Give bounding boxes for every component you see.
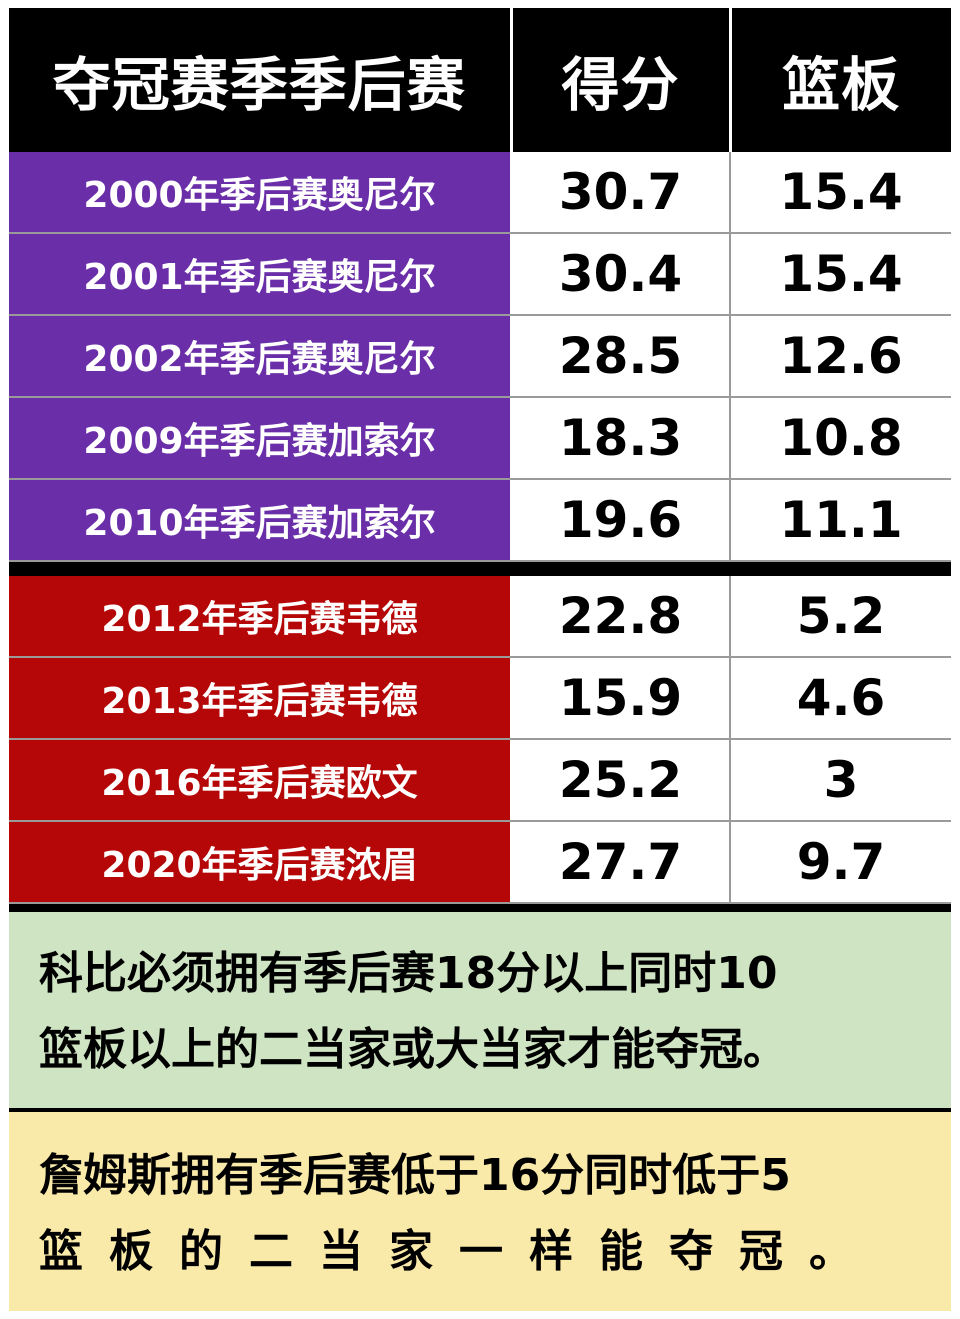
row-label: 2010年季后赛加索尔 (9, 479, 512, 562)
header-season: 夺冠赛季季后赛 (9, 8, 513, 152)
row-points: 30.4 (511, 233, 731, 316)
table-row: 2012年季后赛韦德 22.8 5.2 (9, 576, 951, 658)
table-row: 2001年季后赛奥尼尔 30.4 15.4 (9, 233, 951, 316)
table-row: 2000年季后赛奥尼尔 30.7 15.4 (9, 152, 951, 234)
table-header-row: 夺冠赛季季后赛 得分 篮板 (9, 8, 951, 152)
table-row: 2020年季后赛浓眉 27.7 9.7 (9, 821, 951, 904)
row-label: 2012年季后赛韦德 (9, 576, 512, 658)
row-points: 22.8 (511, 576, 731, 658)
row-rebounds: 10.8 (730, 397, 951, 480)
kobe-note-line-1: 科比必须拥有季后赛18分以上同时10 (39, 948, 778, 999)
row-rebounds: 15.4 (730, 233, 951, 316)
row-points: 18.3 (511, 397, 731, 480)
row-points: 15.9 (511, 657, 731, 740)
table-row: 2016年季后赛欧文 25.2 3 (9, 739, 951, 822)
kobe-note-line-2: 篮板以上的二当家或大当家才能夺冠。 (39, 1024, 787, 1075)
row-points: 28.5 (511, 315, 731, 398)
table-row: 2009年季后赛加索尔 18.3 10.8 (9, 397, 951, 480)
row-label: 2020年季后赛浓眉 (9, 821, 512, 904)
james-note-line-1: 詹姆斯拥有季后赛低于16分同时低于5 (39, 1150, 791, 1201)
row-label: 2002年季后赛奥尼尔 (9, 315, 512, 398)
row-label: 2000年季后赛奥尼尔 (9, 152, 512, 234)
row-points: 30.7 (511, 152, 731, 234)
row-points: 19.6 (511, 479, 731, 562)
row-label: 2009年季后赛加索尔 (9, 397, 512, 480)
table-row: 2013年季后赛韦德 15.9 4.6 (9, 657, 951, 740)
group-divider (9, 561, 951, 576)
table-row: 2010年季后赛加索尔 19.6 11.1 (9, 479, 951, 562)
group-divider-bar (9, 561, 951, 576)
row-rebounds: 15.4 (730, 152, 951, 234)
row-label: 2016年季后赛欧文 (9, 739, 512, 822)
table-row: 2002年季后赛奥尼尔 28.5 12.6 (9, 315, 951, 398)
row-rebounds: 4.6 (730, 657, 951, 740)
row-points: 25.2 (511, 739, 731, 822)
row-rebounds: 9.7 (730, 821, 951, 904)
row-label: 2001年季后赛奥尼尔 (9, 233, 512, 316)
row-points: 27.7 (511, 821, 731, 904)
row-rebounds: 11.1 (730, 479, 951, 562)
row-rebounds: 5.2 (730, 576, 951, 658)
header-rebounds: 篮板 (730, 8, 951, 152)
stats-table: 夺冠赛季季后赛 得分 篮板 2000年季后赛奥尼尔 30.7 15.4 2001… (9, 8, 951, 904)
row-rebounds: 12.6 (730, 315, 951, 398)
james-note: 詹姆斯拥有季后赛低于16分同时低于5 篮板的二当家一样能夺冠。 (9, 1112, 951, 1311)
james-note-line-2: 篮板的二当家一样能夺冠。 (39, 1226, 879, 1277)
infographic-frame: 夺冠赛季季后赛 得分 篮板 2000年季后赛奥尼尔 30.7 15.4 2001… (9, 8, 951, 1311)
header-points: 得分 (511, 8, 732, 152)
row-label: 2013年季后赛韦德 (9, 657, 512, 740)
kobe-note: 科比必须拥有季后赛18分以上同时10 篮板以上的二当家或大当家才能夺冠。 (9, 912, 951, 1108)
row-rebounds: 3 (730, 739, 951, 822)
